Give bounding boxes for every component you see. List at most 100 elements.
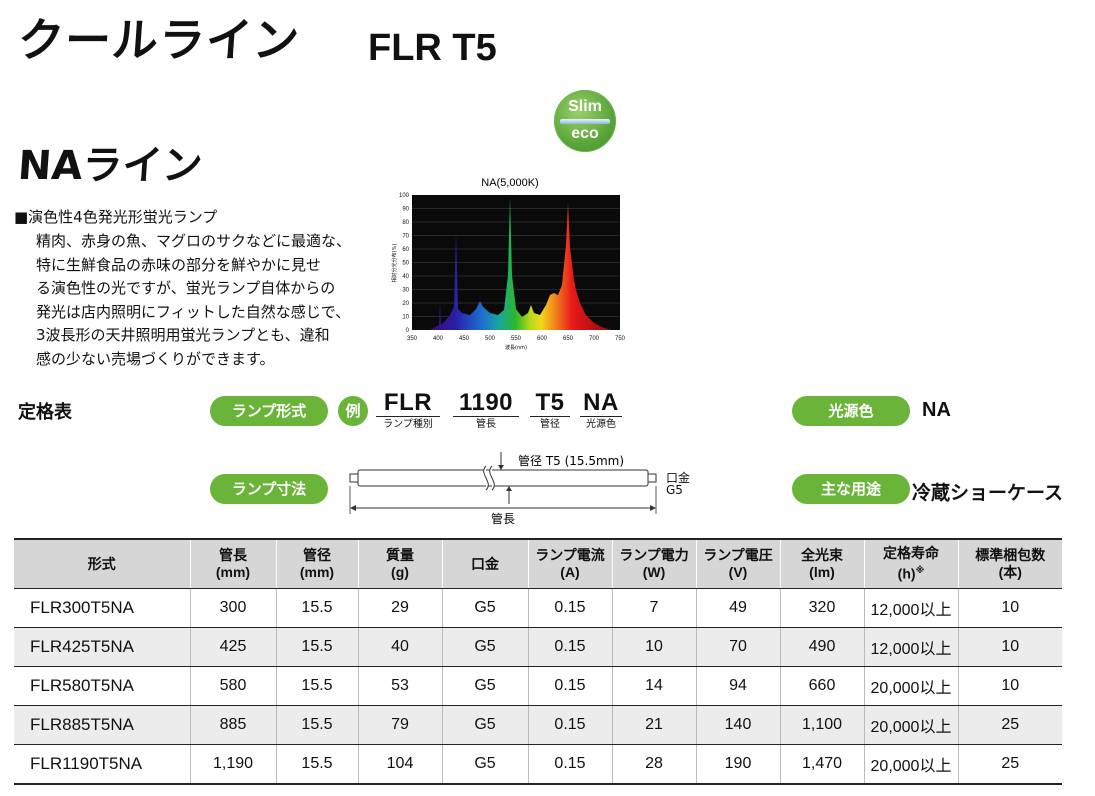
code-part-value: FLR [383,389,433,416]
table-header-row: 形式 管長 (mm) 管径 (mm) 質量 (g) 口金 ランプ電流 (A) ランプ電力… [14,538,1062,589]
code-part: FLR ランプ種別 [376,390,440,431]
spectrum-title: NA(5,000K) [481,177,538,189]
cell-model: FLR300T5NA [14,588,190,628]
cell-mass: 53 [357,666,442,706]
model-title: FLR T5 [368,27,497,69]
logo-line1: Slim [568,98,602,115]
cell-diameter: 15.5 [275,705,358,745]
svg-text:450: 450 [459,336,470,342]
column-header: 標準梱包数 (本) [957,538,1062,589]
cell-voltage: 94 [695,666,780,706]
svg-text:500: 500 [485,336,496,342]
cell-lumen: 1,100 [779,705,864,745]
cell-base: G5 [441,705,528,745]
table-row: FLR300T5NA 300 15.5 29 G5 0.15 7 49 320 … [14,588,1062,628]
svg-text:70: 70 [402,234,409,240]
svg-text:600: 600 [537,336,548,342]
arrow-head-icon [650,505,656,511]
table-row: FLR885T5NA 885 15.5 79 G5 0.15 21 140 1,… [14,705,1062,745]
divider [453,416,519,417]
divider [530,416,570,417]
base-label-line2: G5 [666,483,683,497]
dimension-badge: ランプ寸法 [210,474,328,504]
cell-life: 20,000以上 [863,666,958,706]
base-label: 口金 G5 [666,472,690,496]
svg-text:40: 40 [402,274,409,280]
code-part-caption: 管径 [540,419,560,430]
brand-title: クールライン [16,13,302,67]
cell-length: 1,190 [189,744,276,785]
cell-voltage: 49 [695,588,780,628]
diameter-label: 管径 T5 (15.5mm) [518,453,624,468]
code-part-caption: ランプ種別 [383,419,433,430]
logo-tube-icon [560,119,610,124]
length-label: 管長 [491,511,515,526]
light-color-badge: 光源色 [792,396,910,426]
description-line: る演色性の光ですが、蛍光ランプ自体からの [36,279,336,298]
cell-life: 20,000以上 [863,705,958,745]
table-row: FLR425T5NA 425 15.5 40 G5 0.15 10 70 490… [14,627,1062,667]
column-header: ランプ電圧 (V) [695,538,780,589]
spectrum-xlabel: 波長(nm) [505,344,527,351]
cell-current: 0.15 [527,588,612,628]
cell-lumen: 660 [779,666,864,706]
cell-length: 885 [189,705,276,745]
column-header: 管長 (mm) [189,538,276,589]
spectrum-ylabel: 相対分光分布(%) [391,244,398,283]
break-mark [489,465,495,491]
break-mark [483,465,489,491]
cell-voltage: 70 [695,627,780,667]
cell-power: 21 [611,705,696,745]
description-body: 精肉、赤身の魚、マグロのサクなどに最適な、 特に生鮮食品の赤味の部分を鮮やかに見… [36,230,376,372]
spectrum-xticks: 350 400 450 500 550 600 650 700 750 [407,336,626,342]
svg-text:20: 20 [402,301,409,307]
cell-length: 300 [189,588,276,628]
code-part-value: 1190 [458,389,514,416]
usage-badge: 主な用途 [792,474,910,504]
cell-pack: 25 [957,744,1062,785]
column-header: 全光束 (lm) [779,538,864,589]
svg-text:550: 550 [511,336,522,342]
code-part-value: T5 [535,389,565,416]
svg-text:90: 90 [402,207,409,213]
lamp-dimension-diagram: 管径 T5 (15.5mm) 管長 [349,452,657,526]
cell-base: G5 [441,744,528,785]
cell-diameter: 15.5 [275,744,358,785]
example-badge: 例 [338,396,368,426]
cell-model: FLR885T5NA [14,705,190,745]
spec-table: 形式 管長 (mm) 管径 (mm) 質量 (g) 口金 ランプ電流 (A) ランプ電力… [14,538,1062,785]
base-label-line1: 口金 [666,471,691,485]
footnote-mark: ※ [915,565,925,576]
cell-model: FLR1190T5NA [14,744,190,785]
svg-text:750: 750 [615,336,626,342]
cell-voltage: 140 [695,705,780,745]
cell-power: 28 [611,744,696,785]
logo-line2: eco [571,125,599,142]
code-part-value: NA [583,389,619,416]
cell-base: G5 [441,666,528,706]
series-title: NAライン [16,143,205,189]
column-header: 定格寿命 (h)※ [863,538,958,589]
cell-life: 20,000以上 [863,744,958,785]
lamp-base-right [647,473,657,483]
description-line: 感の少ない売場づくりができます。 [36,349,275,368]
column-header: ランプ電力 (W) [611,538,696,589]
cell-diameter: 15.5 [275,588,358,628]
arrow-head-icon [506,486,512,491]
divider [580,416,622,417]
arrow-head-icon [498,465,504,470]
description-line: 精肉、赤身の魚、マグロのサクなどに最適な、 [36,232,352,250]
code-part: 1190 管長 [453,390,519,431]
svg-text:650: 650 [563,336,574,342]
cell-length: 425 [189,627,276,667]
cell-current: 0.15 [527,666,612,706]
cell-base: G5 [441,627,528,667]
cell-current: 0.15 [527,705,612,745]
svg-text:350: 350 [407,336,418,342]
cell-life: 12,000以上 [863,627,958,667]
cell-lumen: 490 [779,627,864,667]
cell-pack: 10 [957,588,1062,628]
svg-text:50: 50 [402,261,409,267]
slim-eco-logo: Slim eco [554,90,616,152]
cell-model: FLR580T5NA [14,666,190,706]
